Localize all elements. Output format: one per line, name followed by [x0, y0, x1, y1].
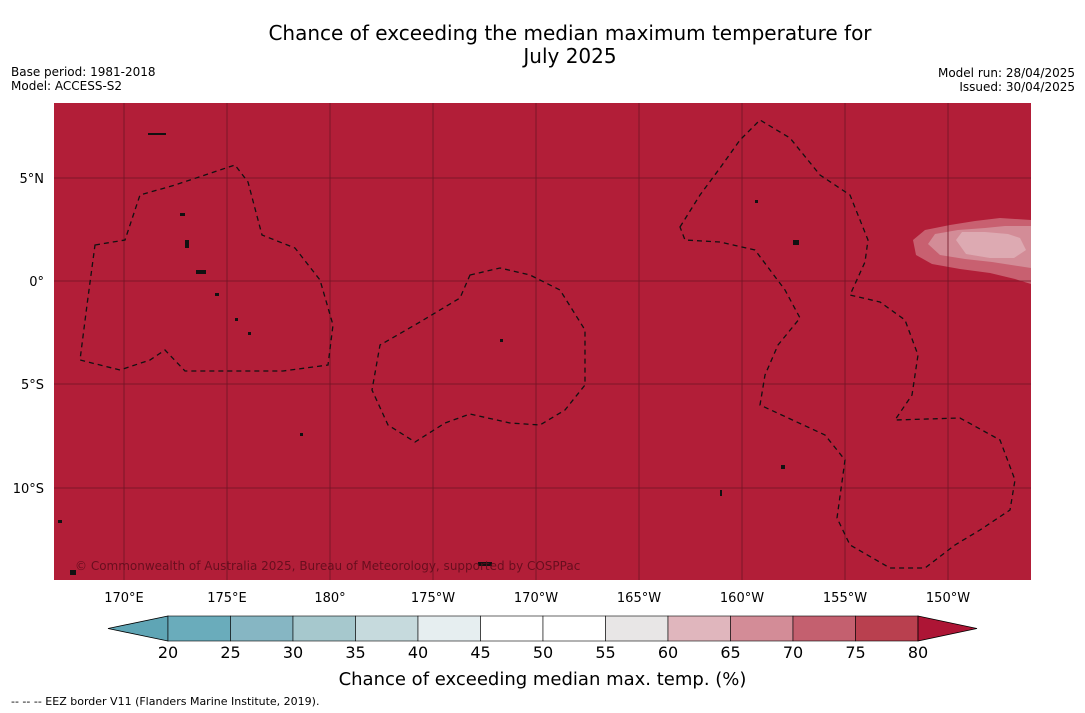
colorbar-tick-label: 35 [345, 643, 366, 662]
eez-phoenix [371, 267, 586, 443]
colorbar-segment [667, 615, 731, 642]
lon-label: 175°E [207, 591, 247, 606]
colorbar-segment [605, 615, 669, 642]
colorbar-tick-label: 70 [782, 643, 804, 662]
lat-label: 5°N [20, 172, 45, 187]
colorbar-extend-low [107, 615, 169, 642]
colorbar-tick-label: 75 [845, 643, 866, 662]
colorbar-segment [792, 615, 856, 642]
colorbar-tick-label: 60 [657, 643, 679, 662]
model-run: Model run: 28/04/2025 [937, 66, 1075, 80]
lon-label: 165°W [617, 591, 661, 606]
lon-label: 175°W [411, 591, 455, 606]
lon-label: 155°W [823, 591, 867, 606]
lon-label: 150°W [926, 591, 970, 606]
meta-left: Base period: 1981-2018 Model: ACCESS-S2 [11, 65, 156, 93]
map-area [54, 103, 1031, 580]
islands [58, 133, 799, 575]
eez-legend: -- -- -- EEZ border V11 (Flanders Marine… [11, 695, 320, 708]
colorbar-tick-label: 20 [157, 643, 179, 662]
colorbar-tick-label: 40 [407, 643, 429, 662]
lon-label: 180° [314, 591, 345, 606]
colorbar-segment [167, 615, 231, 642]
lat-label: 0° [29, 275, 44, 290]
colorbar-tick-label: 55 [595, 643, 616, 662]
base-period: Base period: 1981-2018 [11, 65, 156, 79]
latitude-labels: 5°N 0° 5°S 10°S [13, 172, 44, 497]
colorbar-tick-label: 25 [220, 643, 241, 662]
lat-label: 5°S [21, 378, 44, 393]
map-credit: © Commonwealth of Australia 2025, Bureau… [75, 559, 580, 573]
eez-line-islands [679, 119, 1016, 569]
colorbar-segment [855, 615, 919, 642]
colorbar-segment [230, 615, 294, 642]
anomaly-patch [913, 218, 1031, 284]
colorbar-segment [417, 615, 481, 642]
colorbar-segment [542, 615, 606, 642]
lon-label: 160°W [720, 591, 764, 606]
colorbar-tick-label: 30 [282, 643, 304, 662]
lon-label: 170°W [514, 591, 558, 606]
meta-right: Model run: 28/04/2025 Issued: 30/04/2025 [938, 66, 1075, 94]
title-line-1: Chance of exceeding the median maximum t… [268, 21, 872, 45]
colorbar-tick-label: 80 [907, 643, 929, 662]
title-line-2: July 2025 [523, 44, 617, 68]
colorbar-tick-label: 50 [532, 643, 554, 662]
colorbar-tick-label: 45 [470, 643, 491, 662]
model-name: Model: ACCESS-S2 [11, 79, 123, 93]
colorbar-segment [730, 615, 794, 642]
colorbar-segment [355, 615, 419, 642]
colorbar [107, 615, 978, 642]
map-title: Chance of exceeding the median maximum t… [0, 22, 1085, 68]
lat-label: 10°S [13, 482, 44, 497]
colorbar-label: Chance of exceeding median max. temp. (%… [338, 669, 747, 690]
lon-label: 170°E [104, 591, 144, 606]
eez-borders [79, 119, 1016, 569]
colorbar-segment [480, 615, 544, 642]
issued-date: Issued: 30/04/2025 [959, 80, 1075, 94]
longitude-labels: 170°E 175°E 180° 175°W 170°W 165°W 160°W… [104, 591, 970, 606]
colorbar-extend-high [917, 615, 978, 642]
colorbar-segment [292, 615, 356, 642]
colorbar-tick-label: 65 [720, 643, 741, 662]
